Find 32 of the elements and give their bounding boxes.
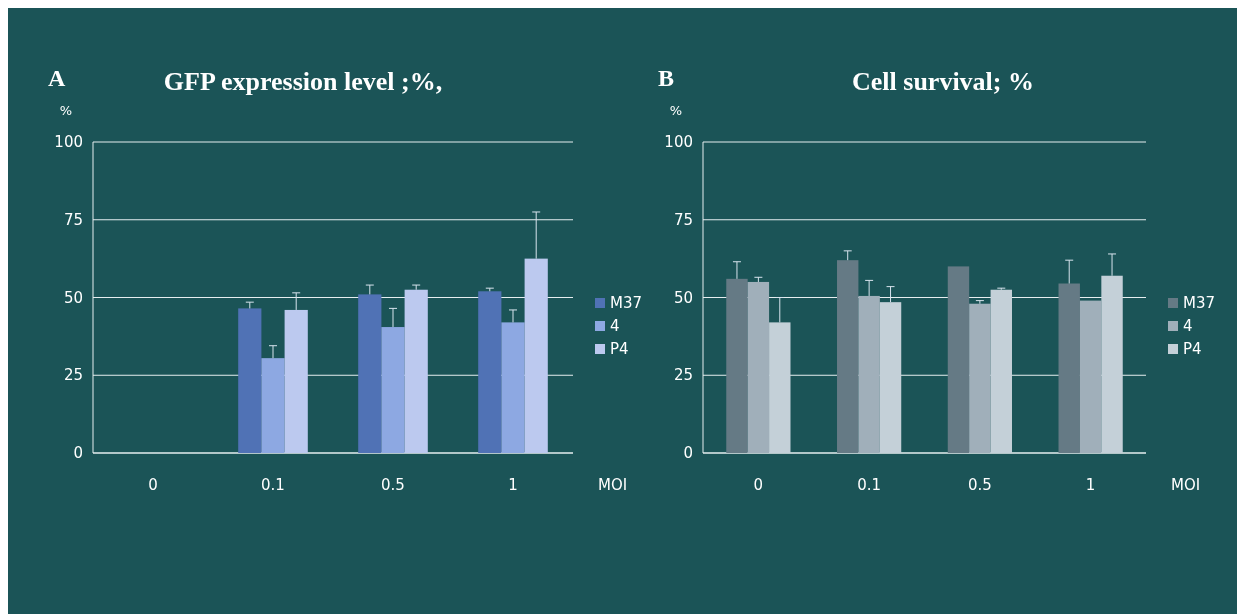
y-tick-label: 100 bbox=[54, 133, 83, 151]
x-tick-label: 1 bbox=[1085, 476, 1096, 494]
x-axis-title: MOI bbox=[598, 476, 628, 494]
x-tick-label: 0.5 bbox=[967, 476, 992, 494]
chart-title: GFP expression level ;%, bbox=[163, 67, 443, 96]
x-tick-label: 1 bbox=[508, 476, 518, 494]
y-tick-label: 75 bbox=[673, 210, 693, 229]
x-tick-label: 0.5 bbox=[381, 476, 405, 494]
y-tick-label: 50 bbox=[673, 288, 693, 307]
y-tick-label: 25 bbox=[673, 366, 693, 385]
x-tick-label: 0.1 bbox=[857, 476, 882, 494]
y-tick-label: 100 bbox=[664, 133, 693, 151]
legend-label: P4 bbox=[610, 340, 629, 358]
legend-label: 4 bbox=[610, 317, 620, 335]
y-tick-label: 50 bbox=[63, 288, 83, 307]
legend-label: M37 bbox=[1183, 294, 1216, 312]
x-axis-title: MOI bbox=[1171, 476, 1201, 494]
y-tick-label: 0 bbox=[683, 444, 693, 462]
y-tick-label: 0 bbox=[73, 444, 83, 462]
text: B bbox=[658, 65, 675, 91]
x-tick-label: 0.1 bbox=[261, 476, 285, 494]
y-axis-title: % bbox=[669, 103, 683, 118]
chart-title: Cell survival; % bbox=[852, 67, 1034, 96]
y-axis-title: % bbox=[59, 103, 73, 118]
y-tick-label: 25 bbox=[63, 366, 83, 385]
y-tick-label: 75 bbox=[63, 210, 83, 229]
x-tick-label: 0 bbox=[148, 476, 158, 494]
legend-label: M37 bbox=[610, 294, 643, 312]
x-tick-label: 0 bbox=[753, 476, 764, 494]
legend-label: 4 bbox=[1183, 317, 1193, 335]
legend-label: P4 bbox=[1183, 340, 1202, 358]
text: A bbox=[48, 65, 66, 91]
